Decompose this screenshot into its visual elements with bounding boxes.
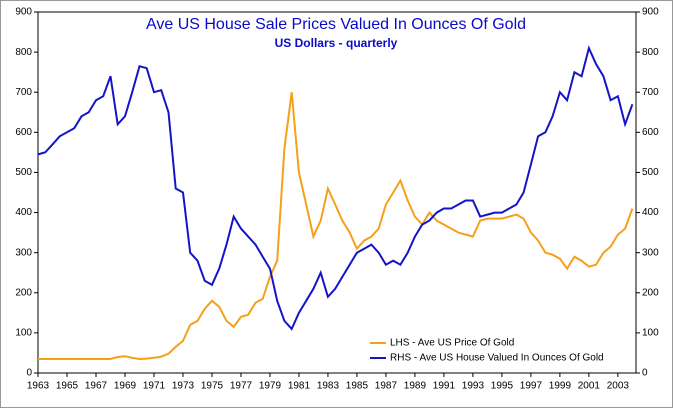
x-tick-label: 1983 xyxy=(317,381,340,392)
y-tick-label: 100 xyxy=(15,328,32,339)
x-tick-label: 1999 xyxy=(549,381,572,392)
y2-tick-label: 300 xyxy=(642,247,659,258)
x-tick-label: 1987 xyxy=(375,381,398,392)
x-tick-label: 1997 xyxy=(520,381,543,392)
y2-tick-label: 700 xyxy=(642,87,659,98)
x-tick-label: 1963 xyxy=(27,381,50,392)
y-tick-label: 900 xyxy=(15,7,32,18)
x-tick-label: 1965 xyxy=(56,381,79,392)
chart-title: Ave US House Sale Prices Valued In Ounce… xyxy=(146,16,526,33)
y2-tick-label: 600 xyxy=(642,127,659,138)
y-tick-label: 200 xyxy=(15,287,32,298)
y-tick-label: 0 xyxy=(26,368,32,379)
x-tick-label: 1981 xyxy=(288,381,311,392)
chart-subtitle: US Dollars - quarterly xyxy=(275,36,398,50)
x-tick-label: 1969 xyxy=(114,381,137,392)
y2-tick-label: 100 xyxy=(642,328,659,339)
plot-area xyxy=(37,11,637,374)
x-tick-label: 1995 xyxy=(491,381,514,392)
x-tick-label: 1991 xyxy=(433,381,456,392)
y-tick-label: 800 xyxy=(15,47,32,58)
series-line xyxy=(37,45,634,331)
x-tick-label: 1967 xyxy=(85,381,108,392)
x-tick-label: 1993 xyxy=(462,381,485,392)
legend-label: LHS - Ave US Price Of Gold xyxy=(390,338,514,349)
legend-label: RHS - Ave US House Valued In Ounces Of G… xyxy=(390,353,604,364)
series-line xyxy=(38,92,634,361)
x-tick-label: 1975 xyxy=(201,381,224,392)
x-tick-label: 2003 xyxy=(607,381,630,392)
x-tick-label: 1973 xyxy=(172,381,195,392)
y-tick-label: 500 xyxy=(15,167,32,178)
x-tick-label: 1971 xyxy=(143,381,166,392)
x-tick-label: 1979 xyxy=(259,381,282,392)
x-tick-label: 1977 xyxy=(230,381,253,392)
y2-tick-label: 900 xyxy=(642,7,659,18)
x-tick-label: 1989 xyxy=(404,381,427,392)
y-tick-label: 300 xyxy=(15,247,32,258)
y-tick-label: 700 xyxy=(15,87,32,98)
y-tick-label: 600 xyxy=(15,127,32,138)
x-tick-label: 2001 xyxy=(578,381,601,392)
y-tick-label: 400 xyxy=(15,207,32,218)
y2-tick-label: 800 xyxy=(642,47,659,58)
x-tick-label: 1985 xyxy=(346,381,369,392)
y2-tick-label: 0 xyxy=(642,368,648,379)
y2-tick-label: 400 xyxy=(642,207,659,218)
y2-tick-label: 500 xyxy=(642,167,659,178)
y2-tick-label: 200 xyxy=(642,287,659,298)
